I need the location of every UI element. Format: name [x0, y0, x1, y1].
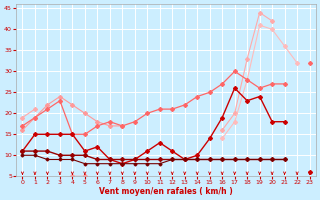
X-axis label: Vent moyen/en rafales ( km/h ): Vent moyen/en rafales ( km/h ) — [99, 187, 233, 196]
